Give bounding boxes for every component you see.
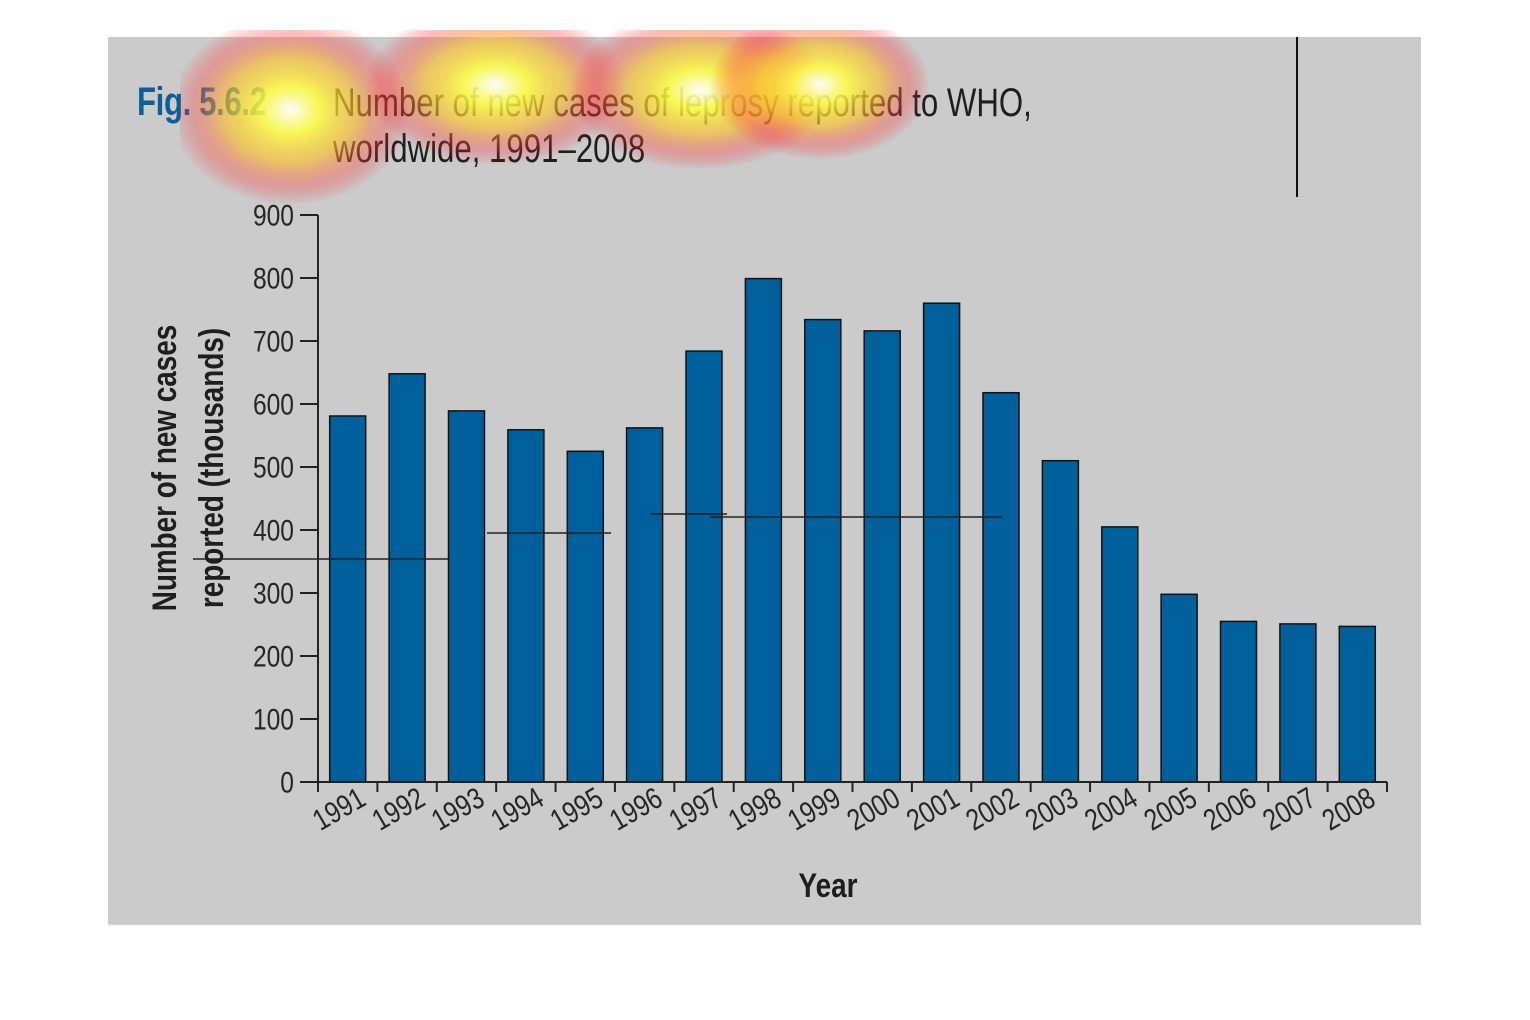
y-tick-label: 800 bbox=[253, 261, 294, 295]
bar-2003 bbox=[1041, 459, 1080, 783]
bar-2001 bbox=[922, 302, 961, 783]
x-tick-label: 2000 bbox=[841, 780, 905, 837]
bar-2004 bbox=[1101, 526, 1139, 783]
bar-2008 bbox=[1338, 625, 1377, 783]
x-axis-title: Year bbox=[799, 866, 858, 904]
x-tick-label: 2001 bbox=[901, 780, 965, 837]
bars-group bbox=[328, 277, 1377, 783]
bar-1992 bbox=[388, 373, 426, 783]
x-tick-label: 2006 bbox=[1197, 780, 1261, 837]
y-tick-label: 600 bbox=[253, 387, 294, 421]
x-tick-label: 2008 bbox=[1316, 780, 1380, 837]
y-axis-title-line-1: Number of new cases bbox=[145, 325, 183, 612]
bar-2006 bbox=[1219, 620, 1258, 783]
x-tick-label: 1991 bbox=[307, 780, 371, 837]
y-tick-label: 0 bbox=[280, 765, 294, 799]
y-axis-title: Number of new cases reported (thousands) bbox=[145, 325, 230, 612]
x-tick-label: 2007 bbox=[1257, 780, 1321, 837]
y-axis-title-line-2: reported (thousands) bbox=[192, 328, 230, 608]
x-tick-label: 2004 bbox=[1079, 780, 1143, 837]
bar-2002 bbox=[982, 391, 1020, 783]
x-tick-label: 1995 bbox=[544, 780, 608, 837]
x-tick-label: 1997 bbox=[663, 780, 727, 837]
x-tick-label: 1993 bbox=[425, 780, 489, 837]
bar-1993 bbox=[447, 410, 486, 783]
bar-1991 bbox=[328, 415, 367, 783]
bar-1994 bbox=[507, 429, 545, 783]
overlay-lines bbox=[193, 513, 1002, 560]
bar-2000 bbox=[863, 330, 901, 783]
x-tick-label: 1994 bbox=[485, 780, 549, 837]
x-tick-label: 1996 bbox=[604, 780, 668, 837]
bar-1997 bbox=[685, 350, 723, 783]
bar-1999 bbox=[804, 318, 842, 783]
bar-1996 bbox=[625, 427, 664, 783]
x-tick-label: 2003 bbox=[1019, 780, 1083, 837]
y-tick-label: 300 bbox=[253, 576, 294, 610]
x-tick-label: 1998 bbox=[722, 780, 786, 837]
x-tick-label: 2005 bbox=[1138, 780, 1202, 837]
bar-1995 bbox=[566, 450, 605, 783]
x-tick-label: 1999 bbox=[782, 780, 846, 837]
bar-2005 bbox=[1160, 593, 1198, 783]
y-tick-label: 100 bbox=[253, 702, 294, 736]
y-tick-label: 500 bbox=[253, 450, 294, 484]
bar-1998 bbox=[744, 277, 783, 783]
vertical-rule bbox=[1296, 37, 1298, 197]
y-tick-label: 400 bbox=[253, 513, 294, 547]
x-tick-label: 2002 bbox=[960, 780, 1024, 837]
y-tick-label: 900 bbox=[253, 198, 294, 232]
x-tick-label: 1992 bbox=[366, 780, 430, 837]
bar-2007 bbox=[1279, 623, 1317, 783]
y-tick-label: 700 bbox=[253, 324, 294, 358]
y-tick-label: 200 bbox=[253, 639, 294, 673]
